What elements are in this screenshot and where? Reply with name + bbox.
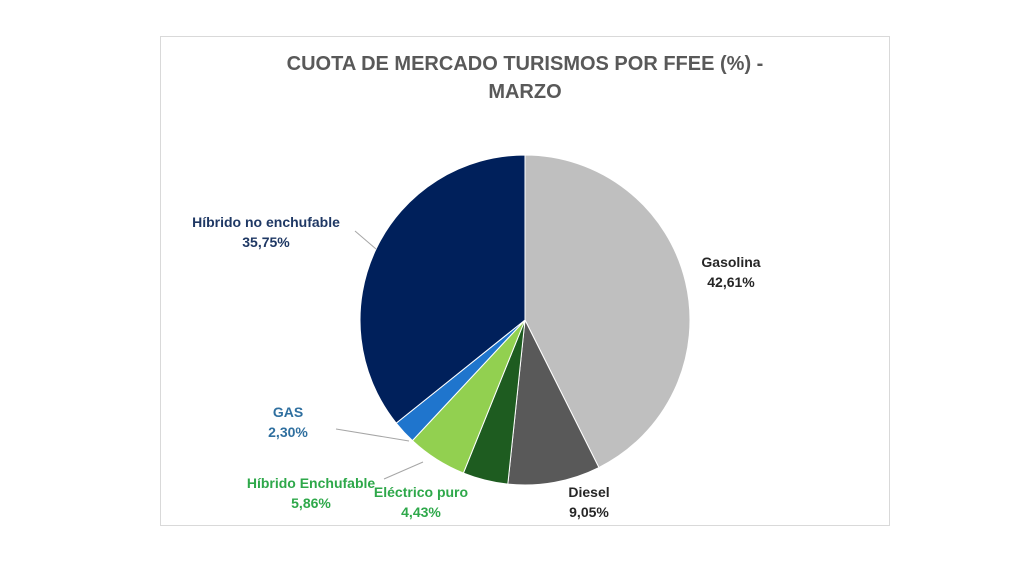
slice-name: GAS xyxy=(273,404,303,420)
chart-title: CUOTA DE MERCADO TURISMOS POR FFEE (%) -… xyxy=(161,50,889,106)
slice-label-híbrido-enchufable: Híbrido Enchufable 5,86% xyxy=(247,475,376,511)
slice-label-gasolina: Gasolina 42,61% xyxy=(701,254,760,290)
slice-label-gas: GAS 2,30% xyxy=(268,404,308,440)
leader-line xyxy=(335,428,410,442)
slice-name: Híbrido no enchufable xyxy=(192,214,340,230)
pie-slice-diesel xyxy=(507,318,600,486)
slice-label-diesel: Diesel 9,05% xyxy=(568,484,609,520)
slice-name: Gasolina xyxy=(701,254,760,270)
pie-slice-híbrido-no-enchufable xyxy=(359,154,526,424)
slice-name: Híbrido Enchufable xyxy=(247,475,376,491)
pie-chart: Gasolina 42,61% Diesel 9,05% Eléctrico puro 4… xyxy=(192,154,761,520)
slice-label-híbrido-no-enchufable: Híbrido no enchufable 35,75% xyxy=(192,214,340,250)
leader-line xyxy=(383,461,424,480)
slice-value: 2,30% xyxy=(268,424,308,440)
chart-card: CUOTA DE MERCADO TURISMOS POR FFEE (%) -… xyxy=(160,36,890,526)
slice-value: 35,75% xyxy=(242,234,290,250)
chart-title-line-2: MARZO xyxy=(488,81,562,103)
slice-label-eléctrico-puro: Eléctrico puro 4,43% xyxy=(374,484,468,520)
chart-title-line-1: CUOTA DE MERCADO TURISMOS POR FFEE (%) - xyxy=(286,53,764,75)
slice-value: 42,61% xyxy=(707,274,755,290)
slice-value: 4,43% xyxy=(401,504,441,520)
slice-value: 5,86% xyxy=(291,495,331,511)
leader-line xyxy=(354,230,377,250)
slice-value: 9,05% xyxy=(569,504,609,520)
slice-name: Eléctrico puro xyxy=(374,484,468,500)
pie-slice-gasolina xyxy=(524,154,691,469)
slice-name: Diesel xyxy=(568,484,609,500)
